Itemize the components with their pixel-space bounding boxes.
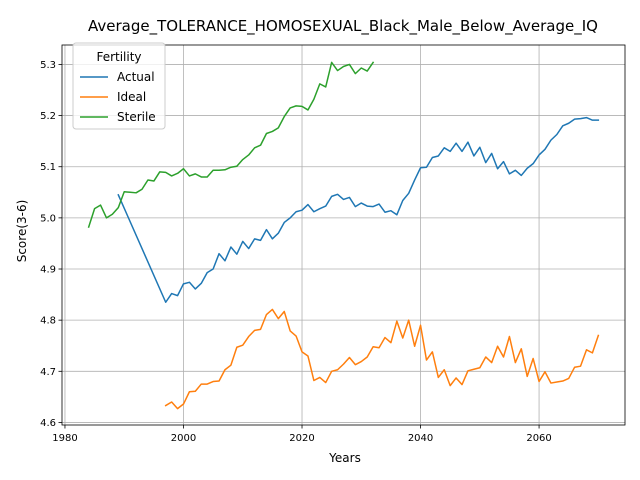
legend-box bbox=[72, 42, 166, 130]
chart-title: Average_TOLERANCE_HOMOSEXUAL_Black_Male_… bbox=[88, 17, 598, 36]
y-tick-label: 4.7 bbox=[40, 367, 56, 378]
x-axis-label: Years bbox=[328, 451, 361, 465]
x-tick-label: 2020 bbox=[289, 433, 314, 444]
x-tick-label: 1980 bbox=[52, 433, 77, 444]
x-tick-label: 2060 bbox=[526, 433, 551, 444]
legend-label-actual: Actual bbox=[117, 70, 155, 84]
y-tick-label: 5.0 bbox=[40, 213, 56, 224]
legend-label-sterile: Sterile bbox=[117, 110, 156, 124]
series-lines bbox=[87, 61, 600, 410]
x-tick-label: 2000 bbox=[171, 433, 196, 444]
axes-frame bbox=[61, 44, 626, 426]
y-tick-label: 4.8 bbox=[40, 316, 56, 327]
series-line-actual bbox=[117, 116, 600, 303]
y-tick-label: 4.6 bbox=[40, 418, 56, 429]
legend-title: Fertility bbox=[96, 50, 141, 64]
legend: Fertility Actual Ideal Sterile bbox=[72, 42, 166, 130]
y-axis-label: Score(3-6) bbox=[15, 200, 29, 263]
y-tick-label: 4.9 bbox=[40, 265, 56, 276]
x-tick-label: 2040 bbox=[408, 433, 433, 444]
series-line-sterile bbox=[87, 61, 375, 229]
axis-ticks: 1980 2000 2020 2040 2060 4.6 4.7 4.8 4.9 5.0 5.1 5.… bbox=[40, 60, 552, 444]
y-tick-label: 5.3 bbox=[40, 60, 56, 71]
y-tick-label: 5.2 bbox=[40, 111, 56, 122]
grid bbox=[62, 45, 625, 425]
series-line-ideal bbox=[164, 308, 600, 410]
legend-items: Actual Ideal Sterile bbox=[80, 70, 156, 124]
legend-label-ideal: Ideal bbox=[117, 90, 146, 104]
y-tick-label: 5.1 bbox=[40, 162, 56, 173]
